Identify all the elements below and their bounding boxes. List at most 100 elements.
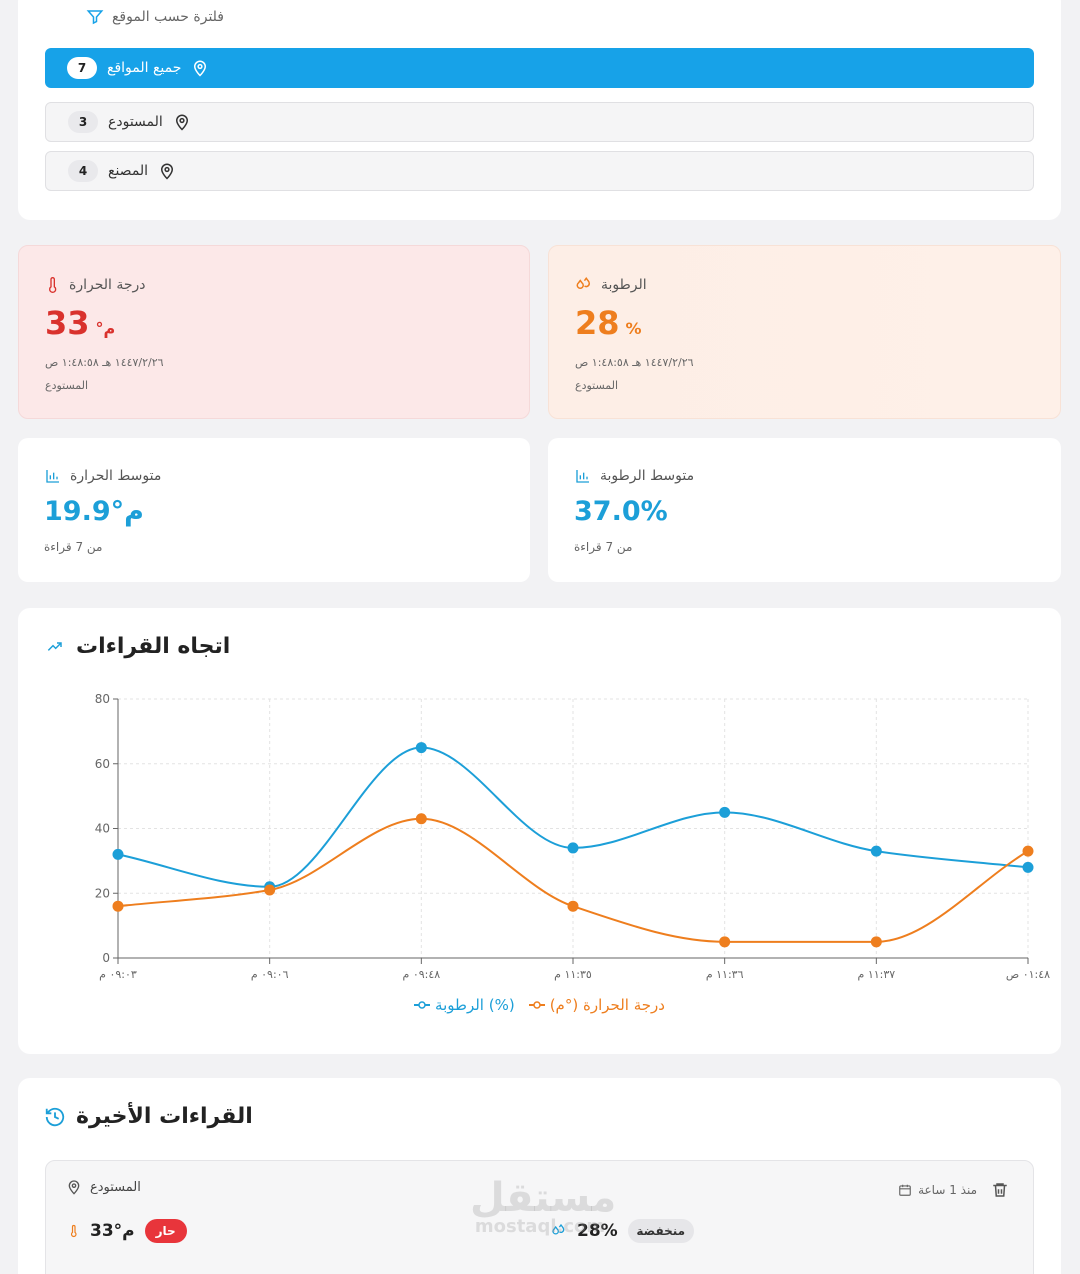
droplets-icon xyxy=(552,1223,565,1235)
filter-option-label: المصنع xyxy=(108,163,149,179)
reading-meta-row: منذ 1 ساعة xyxy=(898,1181,1009,1199)
filter-title: فلترة حسب الموقع xyxy=(111,9,224,25)
x-tick-label: ٠١:٤٨ ص xyxy=(1006,968,1050,981)
trend-title: اتجاه القراءات xyxy=(76,634,231,659)
series-line-0 xyxy=(117,746,1029,888)
map-pin-icon xyxy=(68,1180,80,1195)
chart-legend: الرطوبة (%) درجة الحرارة (°م) xyxy=(18,996,1061,1014)
series-point-0 xyxy=(1022,861,1034,873)
humidity-card: الرطوبة 28 % ١٤٤٧/٢/٢٦ هـ ١:٤٨:٥٨ ص المس… xyxy=(548,245,1061,419)
y-tick-label: 60 xyxy=(95,757,110,771)
reading-temp-value: 33°م xyxy=(90,1221,135,1241)
series-point-1 xyxy=(567,900,579,912)
series-point-1 xyxy=(1022,845,1034,857)
avg-temperature-value: 19.9°م xyxy=(44,496,144,527)
y-tick-label: 0 xyxy=(102,951,110,965)
series-point-0 xyxy=(870,845,882,857)
x-tick-label: ٠٩:٤٨ م xyxy=(403,968,441,981)
temperature-location: المستودع xyxy=(45,379,89,392)
series-point-1 xyxy=(112,900,124,912)
calendar-icon xyxy=(899,1184,911,1196)
map-pin-icon xyxy=(194,60,207,77)
humidity-datetime: ١٤٤٧/٢/٢٦ هـ ١:٤٨:٥٨ ص xyxy=(575,356,694,369)
humidity-value: 28 xyxy=(575,304,620,342)
reading-time-ago: منذ 1 ساعة xyxy=(918,1183,977,1197)
legend-line-marker-icon xyxy=(414,1001,431,1009)
series-point-0 xyxy=(112,848,124,860)
trash-icon[interactable] xyxy=(991,1181,1009,1199)
temperature-card: درجة الحرارة 33 °م ١٤٤٧/٢/٢٦ هـ ١:٤٨:٥٨ … xyxy=(18,245,530,419)
reading-location-row: المستودع xyxy=(66,1179,141,1195)
reading-item[interactable]: المستودع منذ 1 ساعة 33°م حار 28% منخفضة xyxy=(45,1160,1034,1274)
x-tick-label: ١١:٣٧ م xyxy=(858,968,896,981)
avg-humidity-card: متوسط الرطوبة 37.0% من 7 قراءة xyxy=(548,438,1061,582)
location-filter-card: فلترة حسب الموقع 7 جميع المواقع 3 المستو… xyxy=(18,0,1061,220)
series-point-1 xyxy=(415,813,427,825)
x-tick-label: ٠٩:٠٦ م xyxy=(251,968,289,981)
avg-humidity-header: متوسط الرطوبة xyxy=(574,468,694,484)
avg-temperature-header: متوسط الحرارة xyxy=(44,468,161,484)
recent-title: القراءات الأخيرة xyxy=(76,1104,253,1129)
legend-line-marker-icon xyxy=(528,1001,545,1009)
y-tick-label: 80 xyxy=(95,692,110,706)
avg-humidity-sub: من 7 قراءة xyxy=(574,540,633,554)
series-point-1 xyxy=(719,936,731,948)
avg-temperature-title: متوسط الحرارة xyxy=(70,468,162,484)
recent-header: القراءات الأخيرة xyxy=(44,1104,253,1129)
reading-humidity-value: 28% xyxy=(577,1221,618,1241)
trending-up-icon xyxy=(47,641,62,651)
filter-icon xyxy=(86,10,104,25)
filter-option-factory[interactable]: 4 المصنع xyxy=(45,151,1034,191)
filter-option-all[interactable]: 7 جميع المواقع xyxy=(45,48,1034,88)
bar-chart-icon xyxy=(46,470,59,483)
series-point-0 xyxy=(719,806,731,818)
filter-option-label: المستودع xyxy=(108,114,163,130)
y-tick-label: 20 xyxy=(95,886,110,900)
droplets-icon xyxy=(576,277,591,289)
legend-label: الرطوبة (%) xyxy=(435,996,515,1014)
filter-count: 7 xyxy=(67,57,97,79)
avg-humidity-value: 37.0% xyxy=(574,496,668,527)
history-icon xyxy=(45,1107,65,1126)
reading-time: منذ 1 ساعة xyxy=(898,1183,977,1197)
watermark-logo: مستقل mostaql.com xyxy=(470,1175,617,1248)
avg-temperature-card: متوسط الحرارة 19.9°م من 7 قراءة xyxy=(18,438,530,582)
humidity-unit: % xyxy=(625,319,642,338)
map-pin-icon xyxy=(161,163,174,180)
y-tick-label: 40 xyxy=(95,822,110,836)
x-tick-label: ٠٩:٠٣ م xyxy=(99,968,137,981)
temperature-value-row: 33 °م xyxy=(45,304,115,342)
legend-item-humidity[interactable]: الرطوبة (%) xyxy=(414,996,515,1014)
legend-label: درجة الحرارة (°م) xyxy=(549,996,665,1014)
temp-status-badge: حار xyxy=(144,1219,187,1243)
humidity-location: المستودع xyxy=(575,379,619,392)
filter-header: فلترة حسب الموقع xyxy=(44,8,224,26)
series-point-0 xyxy=(415,742,427,754)
thermometer-icon xyxy=(49,277,57,293)
temperature-unit: °م xyxy=(95,319,116,338)
humidity-value-row: 28 % xyxy=(575,304,642,342)
temperature-card-header: درجة الحرارة xyxy=(45,276,146,294)
humidity-title: الرطوبة xyxy=(601,277,647,293)
bar-chart-icon xyxy=(576,470,589,483)
map-pin-icon xyxy=(175,114,188,131)
avg-humidity-title: متوسط الرطوبة xyxy=(600,468,695,484)
watermark-text: مستقل xyxy=(470,1175,617,1221)
temperature-datetime: ١٤٤٧/٢/٢٦ هـ ١:٤٨:٥٨ ص xyxy=(45,356,164,369)
readings-trend-card: اتجاه القراءات 0 20 40 60 80 ٠٩:٠٣ م ٠٩:٠٦ م ٠٩… xyxy=(18,608,1061,1054)
avg-temperature-sub: من 7 قراءة xyxy=(44,540,103,554)
filter-count: 3 xyxy=(68,111,98,133)
legend-item-temperature[interactable]: درجة الحرارة (°م) xyxy=(528,996,665,1014)
trend-line-chart: 0 20 40 60 80 ٠٩:٠٣ م ٠٩:٠٦ م ٠٩:٤٨ م ١١:٣٥ م ١١:… xyxy=(95,692,1050,981)
humidity-card-header: الرطوبة xyxy=(575,276,647,294)
x-tick-label: ١١:٣٦ م xyxy=(706,968,744,981)
filter-count: 4 xyxy=(68,160,98,182)
filter-option-warehouse[interactable]: 3 المستودع xyxy=(45,102,1034,142)
watermark-url: mostaql.com xyxy=(474,1216,606,1237)
trend-header: اتجاه القراءات xyxy=(44,634,230,659)
recent-readings-card: القراءات الأخيرة المستودع منذ 1 ساعة 33°… xyxy=(18,1078,1061,1274)
thermometer-icon xyxy=(70,1224,77,1238)
reading-temperature-row: 33°م حار xyxy=(68,1219,187,1243)
temperature-title: درجة الحرارة xyxy=(69,277,146,293)
humidity-status-badge: منخفضة xyxy=(627,1219,694,1243)
